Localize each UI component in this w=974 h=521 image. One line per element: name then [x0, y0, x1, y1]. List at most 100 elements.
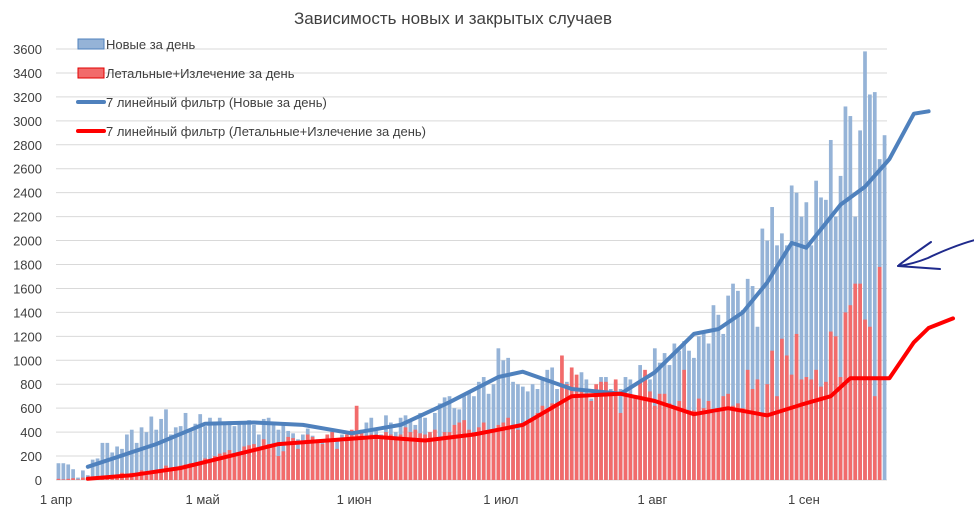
- bar-new: [203, 426, 207, 480]
- bar-new: [750, 286, 755, 480]
- bar-closed: [877, 266, 882, 480]
- bar-closed: [71, 478, 75, 480]
- bar-closed: [784, 355, 789, 480]
- bar-closed: [506, 417, 511, 480]
- bar-new: [843, 106, 848, 480]
- bar-closed: [550, 403, 555, 480]
- bar-closed: [359, 432, 364, 480]
- y-tick-label: 2800: [13, 138, 42, 153]
- bar-closed: [472, 432, 476, 480]
- bar-closed: [682, 369, 686, 480]
- bar-closed: [203, 458, 207, 480]
- bar-new: [819, 197, 823, 480]
- bar-closed: [701, 408, 706, 480]
- bar-closed: [286, 436, 291, 480]
- hand-drawn-arrow: [897, 239, 974, 270]
- bar-closed: [516, 429, 520, 480]
- bar-new: [217, 417, 222, 480]
- bar-closed: [379, 439, 383, 480]
- bar-closed: [530, 420, 535, 480]
- bar-closed: [560, 355, 564, 480]
- bar-closed: [257, 448, 261, 480]
- bar-closed: [863, 319, 867, 480]
- bar-closed: [271, 444, 276, 480]
- bar-closed: [545, 410, 550, 480]
- bar-new: [765, 240, 770, 480]
- bar-closed: [369, 434, 374, 480]
- bar-new: [872, 92, 877, 480]
- bar-closed: [824, 381, 828, 480]
- chart-title: Зависимость новых и закрытых случаев: [294, 9, 612, 28]
- bar-closed: [648, 391, 652, 480]
- bar-closed: [843, 312, 848, 480]
- bar-new: [134, 442, 139, 480]
- bar-new: [804, 202, 809, 480]
- bar-new: [740, 309, 745, 480]
- bar-closed: [667, 403, 672, 480]
- bar-closed: [232, 456, 237, 480]
- bar-closed: [296, 448, 300, 480]
- y-tick-label: 3600: [13, 42, 42, 57]
- bar-new: [276, 429, 281, 480]
- bar-new: [501, 360, 506, 480]
- bar-closed: [266, 444, 271, 480]
- bar-closed: [242, 446, 247, 480]
- bar-closed: [692, 410, 696, 480]
- bar-closed: [76, 479, 80, 480]
- bar-new: [198, 414, 203, 480]
- bar-closed: [56, 478, 61, 480]
- bar-closed: [569, 367, 574, 480]
- y-tick-label: 2000: [13, 234, 42, 249]
- bar-new: [71, 469, 75, 480]
- y-tick-label: 600: [20, 401, 42, 416]
- bar-new: [711, 305, 716, 480]
- x-tick-label: 1 июн: [337, 492, 372, 507]
- bar-closed: [858, 283, 862, 480]
- bar-new: [173, 427, 178, 480]
- y-tick-label: 3200: [13, 90, 42, 105]
- bar-new: [154, 429, 159, 480]
- bar-closed: [486, 432, 491, 480]
- bar-closed: [838, 377, 843, 480]
- bar-closed: [159, 470, 163, 480]
- bar-new: [90, 459, 95, 480]
- bar-closed: [315, 441, 320, 480]
- legend-swatch: [77, 38, 105, 50]
- bar-closed: [208, 459, 212, 480]
- bar-closed: [623, 393, 628, 480]
- legend-label: Новые за день: [106, 37, 196, 52]
- y-tick-label: 2200: [13, 210, 42, 225]
- bar-closed: [388, 434, 393, 480]
- bar-closed: [183, 464, 188, 480]
- bar-closed: [144, 475, 149, 480]
- bar-closed: [760, 412, 765, 480]
- bar-closed: [604, 381, 608, 480]
- bar-new: [496, 348, 501, 480]
- bar-closed: [716, 408, 721, 480]
- bar-closed: [731, 405, 735, 480]
- bar-closed: [457, 422, 462, 480]
- bar-closed: [726, 393, 730, 480]
- bar-closed: [403, 427, 408, 480]
- bar-new: [701, 331, 706, 480]
- x-tick-label: 1 авг: [637, 492, 667, 507]
- bar-closed: [564, 384, 569, 480]
- bar-closed: [809, 379, 814, 480]
- bar-new: [188, 430, 193, 480]
- bar-closed: [178, 465, 183, 480]
- bar-closed: [164, 465, 168, 480]
- bar-closed: [828, 331, 833, 480]
- bar-closed: [740, 408, 745, 480]
- bar-closed: [584, 396, 589, 480]
- bar-closed: [706, 400, 711, 480]
- bar-new: [848, 116, 853, 481]
- bar-closed: [384, 432, 388, 480]
- bar-closed: [305, 434, 310, 480]
- bar-closed: [594, 384, 599, 480]
- bar-new: [169, 434, 173, 480]
- bar-closed: [589, 400, 594, 480]
- bar-closed: [721, 396, 726, 480]
- bar-closed: [310, 436, 315, 480]
- bar-closed: [789, 374, 794, 480]
